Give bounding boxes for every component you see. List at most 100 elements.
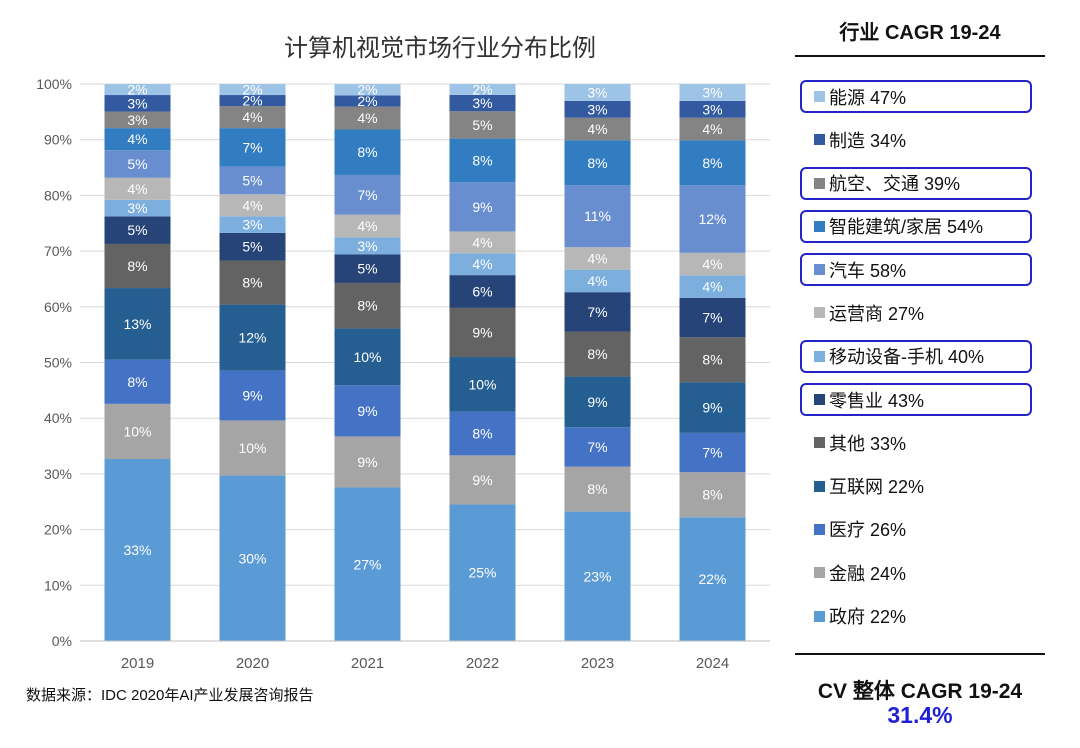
data-label: 4% [357,218,377,234]
legend-item: 智能建筑/家居 54% [800,209,1032,243]
data-label: 9% [472,324,492,340]
bar-segment [104,403,171,460]
bar-segment [334,106,401,130]
data-label: 2% [127,82,147,98]
bar-segment [219,304,286,371]
y-tick-label: 80% [44,187,72,203]
data-label: 3% [472,95,492,111]
bar-segment [449,94,516,112]
data-label: 9% [357,403,377,419]
legend-label: 互联网 22% [829,477,925,498]
legend-label: 汽车 58% [829,260,907,281]
data-label: 9% [702,400,722,416]
bar-segment [334,237,401,255]
data-label: 4% [357,110,377,126]
data-label: 13% [123,316,151,332]
bar-segment [679,117,746,141]
data-label: 4% [702,121,722,137]
bar-segment [334,385,401,437]
data-label: 12% [238,330,266,346]
legend-label: 政府 22% [829,607,907,628]
bar-segment [334,436,401,488]
data-label: 8% [127,374,147,390]
data-label: 5% [242,173,262,189]
data-label: 5% [127,222,147,238]
bar-segment [564,100,631,118]
x-tick-label: 2023 [581,655,614,672]
data-label: 4% [587,273,607,289]
panel-bottom-rule [795,653,1045,655]
bar-segment [219,84,286,96]
bar-segment [564,84,631,101]
legend-swatch [814,264,825,276]
data-label: 10% [123,423,151,439]
legend-label: 金融 24% [829,563,907,584]
chart-title: 计算机视觉市场行业分布比例 [284,35,596,62]
legend-swatch [814,350,825,362]
bar-segment [449,357,516,412]
bar-segment [449,455,516,505]
legend-item: 移动设备-手机 40% [800,339,1032,373]
data-label: 3% [242,217,262,233]
data-label: 4% [587,250,607,266]
data-label: 9% [242,388,262,404]
legend-swatch [814,394,825,406]
overall-cagr-value: 31.4% [887,702,953,728]
bar-segment [679,337,746,383]
cagr-legend: 能源 47% 制造 34% 航空、交通 39% 智能建筑/家居 54% 汽车 58% 运营… [800,80,1032,643]
data-label: 33% [123,542,151,558]
data-label: 4% [242,109,262,125]
data-label: 4% [587,121,607,137]
data-label: 3% [127,112,147,128]
bar-segment [334,328,401,386]
bar-segment [334,129,401,175]
legend-item: 其他 33% [800,426,1032,459]
bar-segment [449,307,516,358]
data-label: 25% [468,565,496,581]
data-label: 5% [127,156,147,172]
legend-label: 零售业 43% [829,390,925,411]
legend-item: 金融 24% [800,556,1032,589]
bar-segment [564,247,631,270]
data-label: 3% [357,238,377,254]
data-label: 2% [242,82,262,98]
legend-swatch [814,610,825,622]
data-label: 7% [587,439,607,455]
data-label: 8% [357,144,377,160]
y-tick-label: 90% [44,132,72,148]
bar-segment [679,84,746,101]
bar-segment [449,411,516,456]
data-label: 4% [702,279,722,295]
bar-segment [449,275,516,308]
data-label: 8% [702,352,722,368]
x-tick-label: 2020 [236,655,269,672]
bar-segment [334,174,401,215]
legend-label: 航空、交通 39% [829,174,961,195]
legend-label: 运营商 27% [829,303,925,324]
data-label: 23% [583,568,611,584]
legend-swatch [814,91,825,102]
bar-segment [334,214,401,238]
legend-label: 能源 47% [829,87,907,108]
data-label: 8% [702,487,722,503]
data-label: 5% [357,261,377,277]
data-label: 6% [472,284,492,300]
bar-segment [679,100,746,118]
bar-segment [449,504,516,641]
bar-segment [219,216,286,233]
bar-segment [564,331,631,377]
y-tick-label: 40% [44,410,72,426]
data-label: 27% [353,556,381,572]
y-tick-label: 30% [44,466,72,482]
bar-segment [334,84,401,96]
y-tick-label: 20% [44,522,72,538]
bar-segment [449,84,516,95]
data-label: 22% [698,571,726,587]
x-tick-label: 2024 [696,655,729,672]
x-tick-label: 2019 [121,655,154,672]
data-label: 4% [242,197,262,213]
legend-item: 汽车 58% [800,253,1032,287]
bar-segment [679,432,746,473]
bar-segment [334,95,401,107]
bar-segment [219,475,286,641]
